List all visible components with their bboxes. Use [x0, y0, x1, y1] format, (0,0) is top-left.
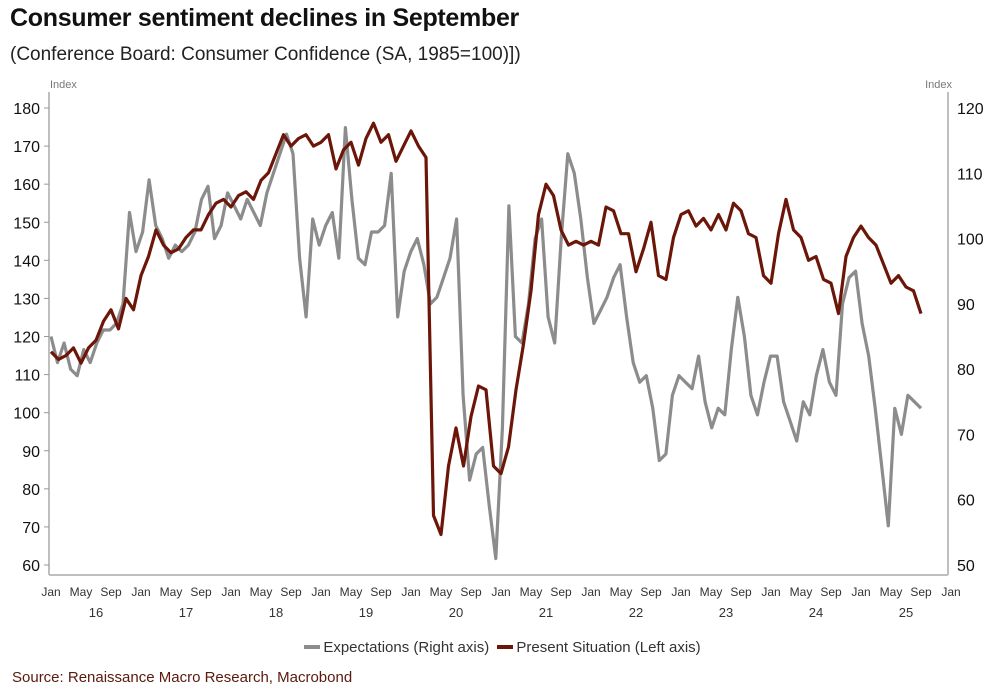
present-situation-line [49, 121, 923, 537]
x-year-label: 20 [449, 605, 463, 620]
right-tick-label: 50 [957, 558, 975, 575]
x-year-label: 24 [809, 605, 823, 620]
x-tick-label: Jan [581, 585, 600, 599]
x-tick-label: Jan [131, 585, 150, 599]
x-tick-label: Sep [640, 585, 662, 599]
right-tick-label: 80 [957, 362, 975, 379]
x-tick-label: May [520, 585, 543, 599]
left-tick-label: 70 [22, 520, 40, 537]
left-tick-label: 80 [22, 482, 40, 499]
x-tick-label: May [790, 585, 813, 599]
left-tick-label: 180 [13, 101, 40, 118]
right-axis-unit-label: Index [925, 79, 952, 91]
left-tick-label: 90 [22, 444, 40, 461]
left-tick-label: 100 [13, 406, 40, 423]
left-tick-label: 120 [13, 330, 40, 347]
x-tick-label: Jan [311, 585, 330, 599]
legend-swatch-expectations [304, 645, 321, 649]
left-tick-label: 150 [13, 215, 40, 232]
right-tick-label: 60 [957, 493, 975, 510]
x-tick-label: Sep [550, 585, 572, 599]
legend-item-expectations: Expectations (Right axis) [304, 639, 489, 656]
x-tick-label: Jan [941, 585, 960, 599]
x-tick-label: Sep [190, 585, 212, 599]
right-tick-label: 120 [957, 101, 984, 118]
source-note: Source: Renaissance Macro Research, Macr… [12, 669, 353, 686]
left-tick-label: 140 [13, 253, 40, 270]
x-tick-label: Sep [460, 585, 482, 599]
left-tick-label: 170 [13, 139, 40, 156]
x-year-label: 16 [89, 605, 103, 620]
right-tick-label: 100 [957, 232, 984, 249]
x-tick-label: May [880, 585, 903, 599]
legend-swatch-present [497, 645, 514, 649]
right-tick-label: 90 [957, 297, 975, 314]
x-tick-label: May [700, 585, 723, 599]
expectations-line [49, 125, 923, 561]
left-axis-unit-label: Index [50, 79, 77, 91]
legend-label-present: Present Situation (Left axis) [516, 638, 701, 656]
x-year-label: 21 [539, 605, 553, 620]
left-tick-label: 160 [13, 177, 40, 194]
x-year-label: 25 [899, 605, 913, 620]
x-tick-label: Sep [280, 585, 302, 599]
right-tick-label: 110 [957, 166, 983, 183]
x-tick-label: Sep [820, 585, 842, 599]
left-tick-label: 130 [13, 291, 40, 308]
x-tick-label: May [430, 585, 453, 599]
x-tick-label: Sep [910, 585, 932, 599]
legend-item-present: Present Situation (Left axis) [497, 638, 701, 656]
right-tick-label: 70 [957, 427, 975, 444]
x-tick-label: Sep [730, 585, 752, 599]
x-year-label: 19 [359, 605, 373, 620]
x-tick-label: Jan [221, 585, 240, 599]
x-tick-label: Jan [671, 585, 690, 599]
x-tick-label: Jan [761, 585, 780, 599]
chart-legend: Expectations (Right axis) Present Situat… [0, 636, 1005, 656]
x-tick-label: May [610, 585, 633, 599]
chart-title: Consumer sentiment declines in September [10, 4, 519, 32]
x-tick-label: Sep [100, 585, 122, 599]
x-tick-label: Jan [491, 585, 510, 599]
chart-subtitle: (Conference Board: Consumer Confidence (… [10, 44, 521, 65]
x-tick-label: May [70, 585, 93, 599]
legend-label-expectations: Expectations (Right axis) [323, 638, 490, 656]
x-tick-label: Jan [401, 585, 420, 599]
x-year-label: 23 [719, 605, 733, 620]
x-tick-label: May [340, 585, 363, 599]
x-year-label: 18 [269, 605, 283, 620]
x-tick-label: May [160, 585, 183, 599]
x-tick-label: Jan [851, 585, 870, 599]
x-tick-label: Jan [41, 585, 60, 599]
x-tick-label: May [250, 585, 273, 599]
left-tick-label: 60 [22, 558, 40, 575]
left-tick-label: 110 [14, 368, 40, 385]
x-year-label: 22 [629, 605, 643, 620]
x-year-label: 17 [179, 605, 193, 620]
x-tick-label: Sep [370, 585, 392, 599]
